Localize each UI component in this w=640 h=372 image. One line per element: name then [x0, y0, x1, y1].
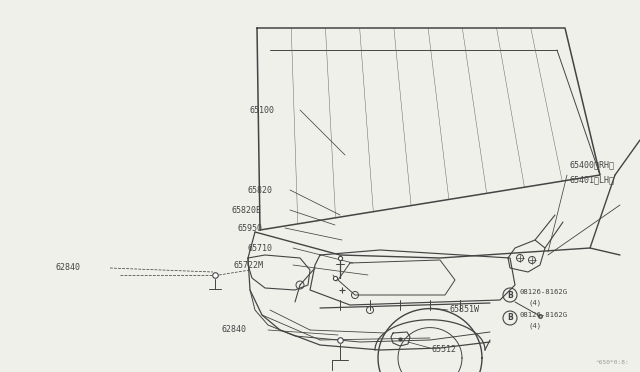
Text: 65512: 65512: [432, 346, 457, 355]
Text: 65100: 65100: [250, 106, 275, 115]
Text: ^650*0:8:: ^650*0:8:: [596, 360, 630, 365]
Text: 65710: 65710: [247, 244, 272, 253]
Text: 65820: 65820: [247, 186, 272, 195]
Text: 65401〈LH〉: 65401〈LH〉: [570, 176, 615, 185]
Text: 65400〈RH〉: 65400〈RH〉: [570, 160, 615, 170]
Text: (4): (4): [528, 300, 541, 306]
Text: 62840: 62840: [222, 326, 247, 334]
Text: 08126-8162G: 08126-8162G: [520, 312, 568, 318]
Text: 08126-8162G: 08126-8162G: [520, 289, 568, 295]
Text: (4): (4): [528, 323, 541, 329]
Text: 65950: 65950: [237, 224, 262, 232]
Text: 62840: 62840: [55, 263, 80, 273]
Text: B: B: [507, 314, 513, 323]
Text: 65722M: 65722M: [233, 260, 263, 269]
Text: 65851W: 65851W: [450, 305, 480, 314]
Text: B: B: [507, 291, 513, 299]
Text: 65820E: 65820E: [232, 205, 262, 215]
